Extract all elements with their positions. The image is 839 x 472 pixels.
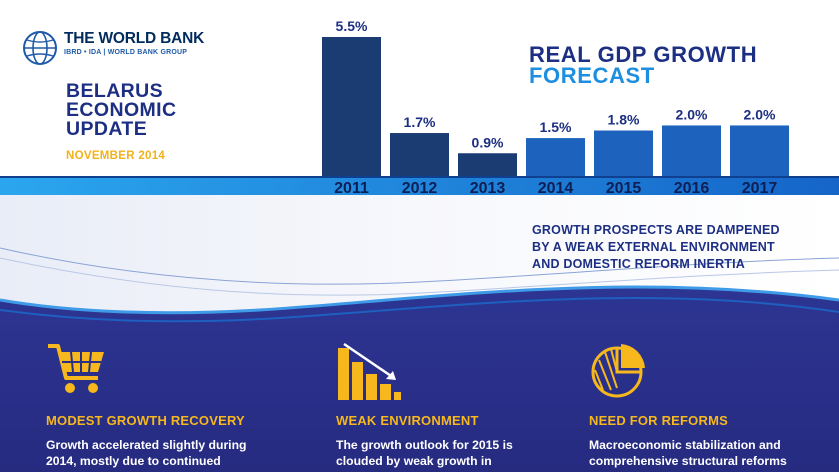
chart-title: REAL GDP GROWTH FORECAST	[529, 42, 758, 88]
bar-2011	[322, 37, 381, 176]
data-label-2014: 1.5%	[540, 119, 572, 135]
panel-body-line: Growth accelerated slightly during	[46, 438, 247, 452]
panel-body-line: clouded by weak growth in	[336, 454, 492, 468]
x-tick-label-2017: 2017	[742, 180, 778, 197]
x-tick-label-2014: 2014	[538, 180, 574, 197]
bar-2015	[594, 130, 653, 176]
data-label-2015: 1.8%	[608, 112, 640, 128]
bar-2014	[526, 138, 585, 176]
x-tick-label-2011: 2011	[334, 180, 369, 197]
data-label-2017: 2.0%	[744, 106, 776, 122]
panel-title: MODEST GROWTH RECOVERY	[46, 413, 245, 428]
logo-name: THE WORLD BANK	[64, 30, 205, 47]
chart-title-line: REAL GDP GROWTH	[529, 42, 758, 67]
x-tick-label-2013: 2013	[470, 180, 506, 197]
panel-body: Growth accelerated slightly during 2014,…	[46, 437, 246, 469]
world-bank-logo[interactable]: THE WORLD BANK IBRD • IDA | WORLD BANK G…	[22, 30, 204, 66]
bar-2013	[458, 153, 517, 176]
headline-line: AND DOMESTIC REFORM INERTIA	[532, 257, 746, 271]
chart-title-line: FORECAST	[529, 63, 655, 88]
data-label-2013: 0.9%	[472, 134, 504, 150]
panel-body-line: Macroeconomic stabilization and	[589, 438, 781, 452]
bar-2012	[390, 133, 449, 176]
globe-icon	[23, 31, 57, 65]
report-title: BELARUS ECONOMIC UPDATE	[66, 80, 177, 140]
panel-title: NEED FOR REFORMS	[589, 413, 728, 428]
headline: GROWTH PROSPECTS ARE DAMPENED BY A WEAK …	[532, 222, 780, 273]
data-label-2016: 2.0%	[676, 106, 708, 122]
headline-line: GROWTH PROSPECTS ARE DAMPENED	[532, 223, 780, 237]
gdp-growth-bar-chart: 5.5% 2011 1.7% 2012 0.9% 2013 1.5% 2014 1.8% 2015…	[322, 18, 789, 197]
x-tick-label-2015: 2015	[606, 180, 642, 197]
report-date: NOVEMBER 2014	[66, 150, 166, 162]
data-label-2012: 1.7%	[404, 114, 436, 130]
panel-body-line: The growth outlook for 2015 is	[336, 438, 513, 452]
panel-body-line: 2014, mostly due to continued	[46, 454, 221, 468]
bar-2017	[730, 125, 789, 176]
panel-title: WEAK ENVIRONMENT	[336, 413, 479, 428]
report-title-line: ECONOMIC	[66, 99, 177, 121]
panel-body: The growth outlook for 2015 is clouded b…	[336, 437, 513, 469]
bar-2016	[662, 125, 721, 176]
x-tick-label-2016: 2016	[674, 180, 710, 197]
panel-body-line: comprehensive structural reforms	[589, 454, 787, 468]
report-title-line: BELARUS	[66, 80, 164, 102]
report-title-line: UPDATE	[66, 118, 148, 140]
headline-line: BY A WEAK EXTERNAL ENVIRONMENT	[532, 240, 775, 254]
declining-bar-chart-icon	[338, 342, 401, 400]
shopping-cart-icon	[48, 344, 104, 393]
panel-body: Macroeconomic stabilization and comprehe…	[589, 437, 787, 469]
data-label-2011: 5.5%	[336, 18, 368, 34]
pie-chart-icon	[591, 344, 645, 398]
x-tick-label-2012: 2012	[402, 180, 438, 197]
logo-subtitle: IBRD • IDA | WORLD BANK GROUP	[64, 49, 188, 56]
